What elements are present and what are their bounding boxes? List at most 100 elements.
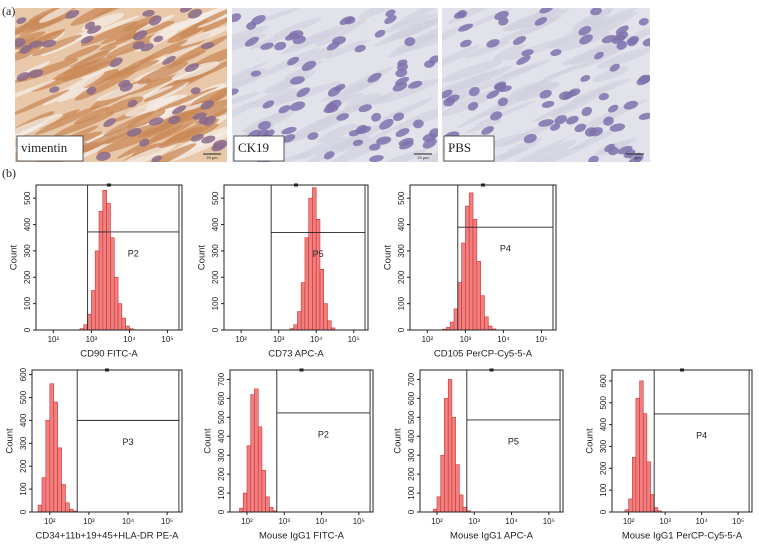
- nucleus: [609, 63, 620, 72]
- histogram-bar: [125, 325, 130, 331]
- y-tick-label: 500: [217, 410, 226, 424]
- y-tick-label: 400: [23, 217, 32, 231]
- nucleus: [103, 118, 117, 128]
- nucleus: [126, 127, 142, 137]
- cell-body: [15, 113, 64, 141]
- cell-body: [80, 65, 118, 79]
- nucleus: [521, 49, 534, 57]
- gate-label: P5: [508, 436, 519, 446]
- histogram-bar: [297, 311, 302, 331]
- nucleus: [538, 119, 554, 127]
- nucleus: [412, 119, 424, 129]
- y-tick-label: 100: [19, 482, 28, 496]
- x-tick-label: 10³: [468, 517, 480, 526]
- histogram-bar: [465, 205, 470, 331]
- nucleus: [29, 40, 43, 48]
- nucleus: [603, 116, 614, 126]
- nucleus: [290, 76, 305, 85]
- cell-body: [344, 125, 381, 144]
- y-tick-label: 300: [19, 436, 28, 450]
- histogram-bar: [453, 308, 459, 331]
- x-tick-label: 10²: [623, 517, 635, 526]
- cell-body: [572, 128, 619, 150]
- histogram-bar: [57, 447, 62, 513]
- y-tick-label: 400: [599, 417, 608, 431]
- nucleus: [534, 17, 548, 26]
- nucleus: [486, 39, 500, 48]
- gate-label: P4: [696, 430, 707, 440]
- histogram-bar: [250, 394, 255, 513]
- cell-body: [248, 88, 296, 109]
- x-tick-label: 10³: [83, 517, 95, 526]
- nucleus: [642, 37, 650, 47]
- nucleus: [352, 139, 364, 146]
- nucleus: [609, 123, 626, 132]
- nucleus: [65, 9, 80, 19]
- histogram-bar: [65, 502, 70, 513]
- y-tick-label: 400: [217, 429, 226, 443]
- cell-body: [137, 61, 189, 85]
- nucleus: [282, 134, 296, 143]
- x-tick-label: 10⁴: [315, 517, 328, 526]
- cell-body: [465, 119, 503, 133]
- histogram-bar: [455, 464, 460, 513]
- nucleus: [301, 60, 317, 72]
- x-tick-label: 10²: [44, 517, 56, 526]
- nucleus: [404, 37, 416, 47]
- nucleus: [453, 11, 466, 19]
- histogram-bar: [308, 197, 313, 331]
- cell-body: [42, 71, 105, 106]
- nucleus: [86, 86, 97, 95]
- y-tick-label: 300: [599, 439, 608, 453]
- nucleus: [244, 36, 259, 47]
- y-tick-label: 600: [407, 391, 416, 405]
- cell-body: [62, 60, 115, 82]
- y-tick-label: 600: [217, 391, 226, 405]
- cell-body: [35, 105, 101, 135]
- nucleus: [594, 51, 604, 60]
- nucleus: [41, 39, 57, 48]
- label-box: [16, 135, 84, 162]
- nucleus: [638, 18, 649, 26]
- histogram-bar: [436, 496, 442, 513]
- nucleus: [357, 126, 372, 135]
- cell-body: [191, 42, 227, 69]
- nucleus: [523, 133, 537, 144]
- gate-label: P2: [128, 248, 139, 258]
- nucleus: [468, 86, 480, 97]
- nucleus: [486, 90, 500, 99]
- y-tick-label: 300: [407, 448, 416, 462]
- nucleus: [19, 44, 32, 54]
- histogram-bar: [487, 325, 493, 331]
- histogram-bar: [632, 457, 637, 513]
- cell-body: [442, 24, 467, 48]
- nucleus: [162, 55, 176, 65]
- cell-body: [64, 44, 101, 61]
- y-tick-label: 0: [407, 509, 416, 514]
- histogram-bar: [468, 192, 474, 331]
- y-tick-label: 300: [397, 244, 406, 258]
- cell-body: [596, 47, 650, 69]
- cell-body: [202, 8, 227, 33]
- frame-marker: [680, 368, 684, 372]
- nucleus: [368, 155, 384, 162]
- nucleus: [598, 93, 610, 101]
- histogram-bar: [98, 211, 104, 331]
- histogram-bar: [242, 492, 248, 513]
- cell-body: [32, 34, 82, 56]
- nucleus: [16, 17, 27, 24]
- x-tick-label: 10³: [278, 517, 290, 526]
- nucleus: [201, 135, 216, 144]
- nucleus: [512, 36, 527, 45]
- nucleus: [617, 145, 633, 155]
- histogram-bar: [628, 498, 633, 513]
- cell-body: [144, 94, 179, 110]
- histogram-bar: [254, 388, 259, 513]
- cell-body: [249, 33, 289, 50]
- histogram-bar: [484, 316, 489, 331]
- cell-body: [149, 115, 200, 143]
- nucleus: [481, 126, 494, 135]
- y-axis-label: Count: [585, 428, 596, 454]
- image-label: vimentin: [21, 140, 68, 155]
- panel-label: (a): [2, 4, 15, 18]
